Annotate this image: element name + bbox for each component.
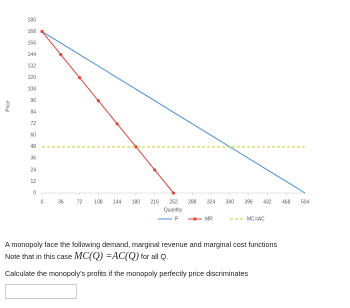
x-tick-label: 180: [132, 199, 141, 205]
marker: [115, 122, 119, 126]
legend-marker: [193, 217, 197, 221]
y-tick-label: 156: [28, 40, 37, 46]
note-prefix: Note that in this case: [5, 252, 73, 261]
x-tick-label: 252: [169, 199, 178, 205]
legend-label: MC=AC: [247, 216, 265, 222]
series-line: [41, 31, 306, 194]
formula: MC(Q) =AC(Q): [74, 251, 139, 262]
legend-label: P: [175, 216, 179, 222]
question-text: A monopoly face the following demand, ma…: [5, 240, 278, 249]
marker: [59, 53, 63, 57]
answer-input[interactable]: [5, 284, 77, 299]
x-tick-label: 72: [77, 199, 83, 205]
marker: [153, 168, 157, 172]
y-tick-label: 132: [28, 63, 37, 69]
y-tick-label: 84: [30, 110, 36, 116]
x-tick-label: 288: [188, 199, 197, 205]
x-tick-label: 324: [207, 199, 216, 205]
y-tick-label: 48: [30, 144, 36, 150]
y-tick-label: 180: [28, 17, 37, 23]
y-tick-label: 12: [30, 179, 36, 185]
y-tick-label: 24: [30, 167, 36, 173]
marker: [134, 145, 138, 149]
y-tick-label: 60: [30, 133, 36, 139]
x-tick-label: 360: [226, 199, 235, 205]
x-tick-label: 0: [41, 199, 44, 205]
y-tick-label: 120: [28, 75, 37, 81]
x-axis-label: Quantity: [164, 207, 183, 213]
marker: [77, 76, 82, 80]
y-tick-label: 108: [28, 87, 37, 93]
note-suffix: for all Q.: [140, 252, 169, 261]
x-tick-label: 432: [263, 199, 272, 205]
x-tick-label: 144: [113, 199, 122, 205]
x-tick-label: 396: [244, 199, 253, 205]
series-line: [41, 31, 174, 194]
y-tick-label: 72: [30, 121, 36, 127]
question-text: Calculate the monopoly's profits if the …: [5, 269, 249, 278]
y-tick-label: 0: [33, 190, 36, 196]
marker: [96, 99, 100, 103]
y-tick-label: 144: [28, 52, 37, 58]
x-tick-label: 108: [94, 199, 103, 205]
legend-label: MR: [205, 216, 213, 222]
note: Note that in this case MC(Q) =AC(Q) for …: [5, 251, 168, 262]
marker: [40, 29, 44, 34]
chart: Price Quantity 0 12 24 36 48 60 72 84 96 108 120 13…: [5, 17, 310, 222]
y-tick-label: 96: [30, 98, 36, 104]
x-tick-label: 216: [151, 199, 160, 205]
y-tick-label: 168: [28, 29, 37, 35]
x-tick-label: 504: [301, 199, 310, 205]
y-axis-label: Price: [5, 100, 11, 112]
x-tick-label: 468: [282, 199, 291, 205]
marker: [171, 191, 176, 195]
x-tick-label: 36: [58, 199, 64, 205]
y-tick-label: 36: [30, 156, 36, 162]
